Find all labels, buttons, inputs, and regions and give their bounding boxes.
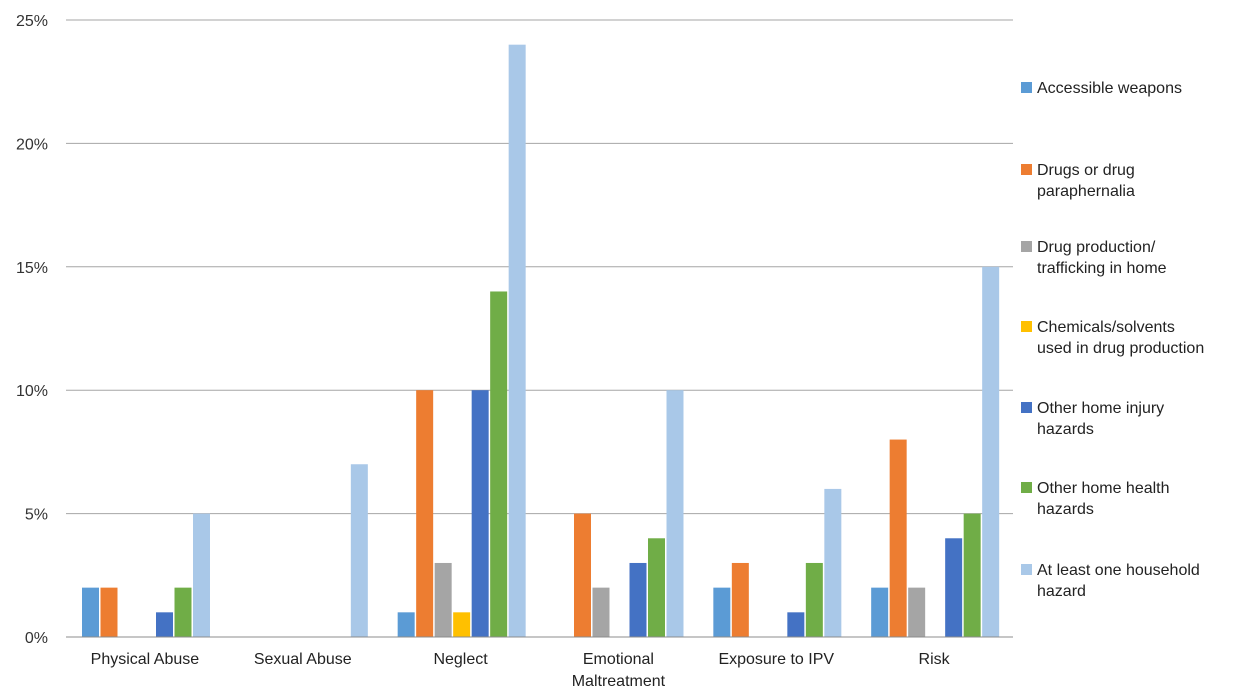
bar: [508, 44, 526, 638]
legend-swatch: [1021, 321, 1032, 332]
y-tick-label: 15%: [16, 260, 48, 277]
bar: [434, 562, 452, 637]
bar: [713, 587, 731, 637]
legend-swatch: [1021, 482, 1032, 493]
legend-item: Drugs or drug paraphernalia: [1021, 160, 1135, 202]
legend-swatch: [1021, 241, 1032, 252]
x-category-label: Neglect: [433, 651, 488, 668]
bar: [416, 390, 434, 637]
bar: [490, 291, 508, 637]
legend-label: Other home health hazards: [1037, 480, 1170, 518]
legend-item: Other home health hazards: [1021, 478, 1170, 520]
x-axis-category-labels: Physical Abuse Sexual Abuse Neglect Emotion…: [91, 651, 951, 690]
x-category-label: Exposure to IPV: [718, 651, 834, 668]
bar: [945, 538, 963, 637]
x-category-label: Emotional Maltreatment: [572, 651, 666, 690]
bar: [629, 562, 647, 637]
bar: [397, 612, 415, 637]
bar: [574, 513, 591, 637]
chart-legend: Accessible weapons Drugs or drug parapher…: [1021, 0, 1247, 696]
bar: [908, 587, 926, 637]
bar: [871, 587, 889, 637]
bars: [82, 44, 1000, 638]
legend-item: At least one household hazard: [1021, 560, 1200, 602]
legend-label: At least one household hazard: [1037, 562, 1200, 600]
legend-swatch: [1021, 82, 1032, 93]
bar: [471, 390, 489, 637]
legend-item: Drug production/ trafficking in home: [1021, 237, 1167, 279]
bar: [824, 488, 842, 637]
bar: [82, 587, 99, 637]
bar: [648, 538, 665, 637]
y-tick-label: 25%: [16, 13, 48, 30]
x-category-label: Sexual Abuse: [254, 651, 352, 668]
bar: [787, 612, 805, 637]
bar: [174, 587, 192, 637]
legend-swatch: [1021, 564, 1032, 575]
y-tick-label: 5%: [25, 507, 48, 524]
x-category-label: Risk: [919, 651, 951, 668]
gridlines: [66, 19, 1013, 515]
bar: [156, 612, 173, 637]
bar: [453, 612, 471, 637]
legend-label: Chemicals/solvents used in drug producti…: [1037, 319, 1205, 357]
bar: [889, 439, 907, 637]
y-tick-label: 20%: [16, 136, 48, 153]
legend-swatch: [1021, 402, 1032, 413]
bar: [350, 464, 368, 637]
bar: [805, 562, 823, 637]
legend-label: Accessible weapons: [1037, 80, 1182, 97]
bar: [100, 587, 118, 637]
legend-swatch: [1021, 164, 1032, 175]
x-category-label: Physical Abuse: [91, 651, 200, 668]
bar: [193, 513, 210, 637]
y-tick-label: 10%: [16, 383, 48, 400]
bar: [666, 390, 684, 637]
legend-item: Accessible weapons: [1021, 78, 1182, 99]
y-axis-tick-labels: 0% 5% 10% 15% 20% 25%: [16, 13, 48, 647]
legend-label: Other home injury hazards: [1037, 400, 1165, 438]
y-tick-label: 0%: [25, 630, 48, 647]
legend-item: Chemicals/solvents used in drug producti…: [1021, 317, 1204, 359]
bar: [982, 266, 1000, 637]
bar: [592, 587, 610, 637]
legend-label: Drug production/ trafficking in home: [1037, 239, 1167, 277]
legend-item: Other home injury hazards: [1021, 398, 1164, 440]
bar: [731, 562, 749, 637]
legend-label: Drugs or drug paraphernalia: [1037, 162, 1135, 200]
bar: [963, 513, 981, 637]
